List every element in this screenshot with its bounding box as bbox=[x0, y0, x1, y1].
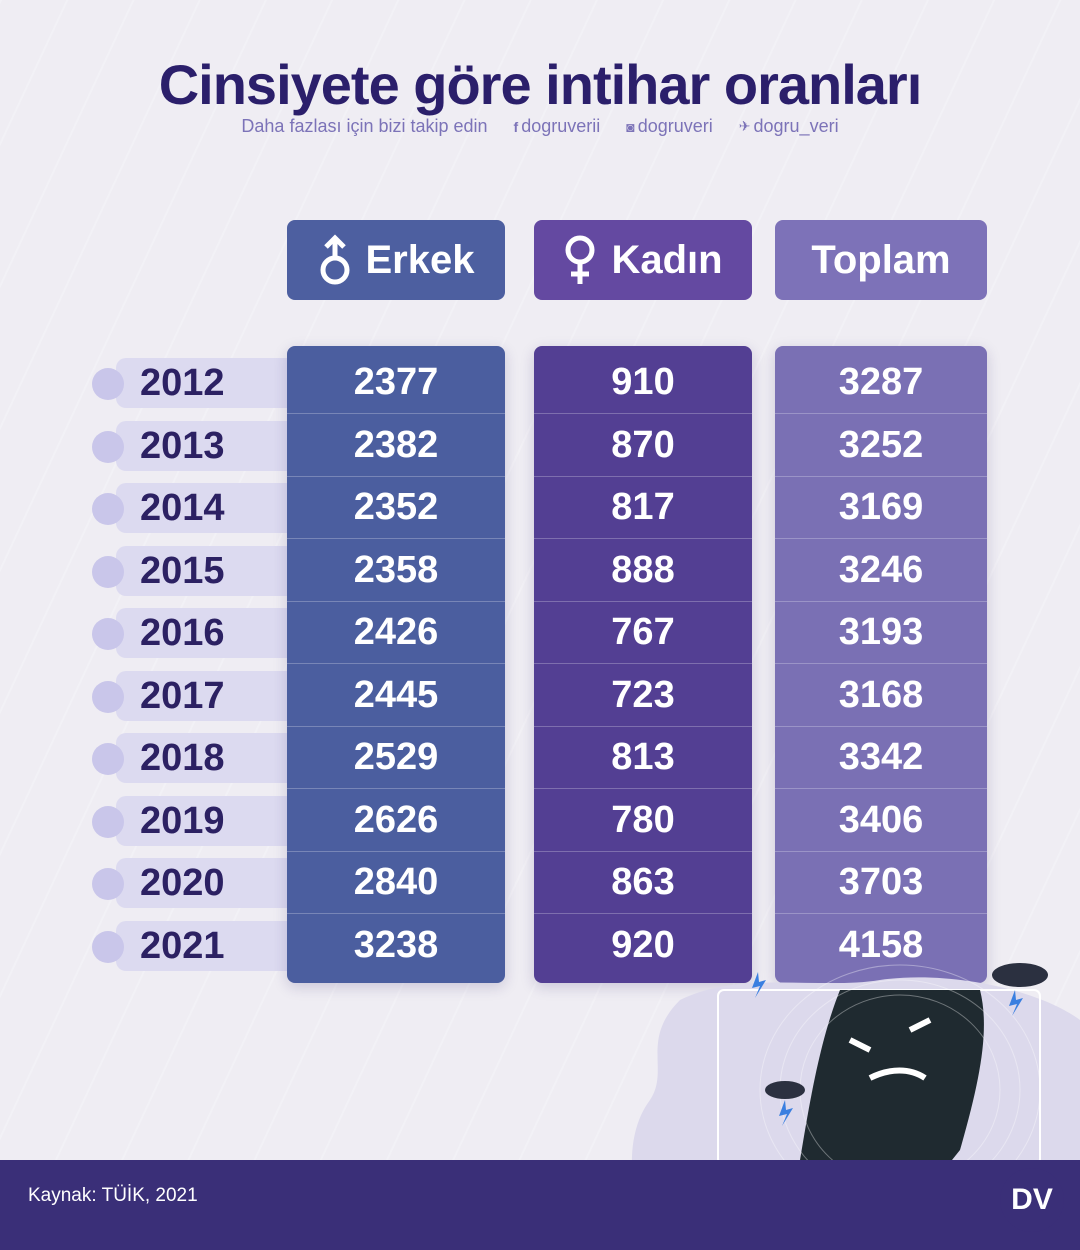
instagram-icon: ◙ bbox=[626, 118, 635, 135]
facebook-handle: dogruverii bbox=[521, 116, 601, 136]
year-label: 2012 bbox=[140, 362, 225, 404]
female-value-cell: 780 bbox=[534, 790, 752, 852]
bullet-dot bbox=[92, 930, 124, 963]
total-value-cell: 3168 bbox=[775, 665, 987, 727]
male-value-cell: 2840 bbox=[287, 852, 505, 914]
male-value-cell: 3238 bbox=[353, 924, 439, 966]
male-value-cell: 2529 bbox=[287, 727, 505, 789]
facebook-icon: f bbox=[513, 118, 519, 135]
bullet-dot bbox=[92, 368, 124, 400]
follow-text: Daha fazlası için bizi takip edin bbox=[241, 116, 488, 136]
total-value-cell: 3342 bbox=[775, 727, 987, 789]
year-label: 2020 bbox=[140, 862, 225, 904]
male-value-cell: 2358 bbox=[287, 540, 505, 602]
year-label: 2019 bbox=[140, 799, 225, 842]
male-value-cell: 2382 bbox=[287, 415, 505, 477]
male-column: 2377 2382 2352 2358 2426 2445 2529 2626 2840 3238 bbox=[287, 346, 505, 983]
total-value-cell: 3287 bbox=[775, 352, 987, 414]
header-male-label: Erkek bbox=[365, 237, 475, 282]
female-value-cell: 813 bbox=[534, 727, 752, 789]
female-value-cell: 723 bbox=[534, 665, 752, 727]
year-label: 2021 bbox=[140, 924, 225, 967]
female-value-cell: 920 bbox=[611, 924, 675, 966]
year-label: 2013 bbox=[140, 424, 225, 467]
total-column: 3287 3252 3169 3246 3193 3168 3342 3406 3703 4158 bbox=[775, 346, 987, 983]
facebook-link[interactable]: f dogruverii bbox=[514, 116, 601, 137]
total-value-cell: 3246 bbox=[775, 540, 987, 602]
year-row: 2015 bbox=[92, 545, 392, 596]
bullet-dot bbox=[92, 555, 124, 588]
total-value-cell: 3193 bbox=[775, 602, 987, 664]
year-label: 2017 bbox=[140, 674, 225, 717]
total-value-cell: 3252 bbox=[775, 415, 987, 477]
bullet-dot bbox=[92, 430, 124, 463]
follow-bar: Daha fazlası için bizi takip edin f dogr… bbox=[0, 116, 1080, 137]
total-value-cell: 3406 bbox=[775, 790, 987, 852]
header-total-label: Toplam bbox=[811, 237, 951, 282]
year-label: 2014 bbox=[140, 487, 225, 529]
year-label: 2018 bbox=[140, 737, 225, 779]
twitter-icon: ✈ bbox=[738, 118, 751, 134]
female-value-cell: 888 bbox=[534, 540, 752, 602]
female-column: 910 870 817 888 767 723 813 780 863 920 bbox=[534, 346, 752, 983]
male-value-cell: 2626 bbox=[287, 790, 505, 852]
bullet-dot bbox=[92, 868, 124, 900]
male-value-cell: 2426 bbox=[287, 602, 505, 664]
bullet-dot bbox=[92, 493, 124, 525]
female-value-cell: 767 bbox=[534, 602, 752, 664]
total-value-cell: 4158 bbox=[838, 924, 924, 966]
brand-logo: DV bbox=[1000, 1168, 1064, 1232]
bullet-dot bbox=[92, 805, 124, 838]
bullet-dot bbox=[92, 680, 124, 713]
header-female-label: Kadın bbox=[611, 237, 723, 282]
male-icon bbox=[320, 234, 349, 285]
bullet-dot bbox=[92, 618, 124, 650]
female-icon bbox=[565, 235, 595, 284]
bullet-dot bbox=[92, 743, 124, 775]
female-value-cell: 817 bbox=[534, 477, 752, 539]
female-value-cell: 863 bbox=[534, 852, 752, 914]
instagram-link[interactable]: ◙ dogruveri bbox=[626, 116, 713, 137]
female-value-cell: 910 bbox=[534, 352, 752, 414]
total-value-cell: 3703 bbox=[775, 852, 987, 914]
header-total: Toplam bbox=[775, 220, 987, 300]
header-female: Kadın bbox=[534, 220, 752, 300]
year-label: 2016 bbox=[140, 612, 225, 654]
year-label: 2015 bbox=[140, 549, 225, 592]
page-title: Cinsiyete göre intihar oranları bbox=[158, 53, 923, 116]
total-value-cell: 3169 bbox=[775, 477, 987, 539]
female-value-cell: 870 bbox=[534, 415, 752, 477]
header-male: Erkek bbox=[287, 220, 505, 300]
male-value-cell: 2352 bbox=[287, 477, 505, 539]
twitter-handle: dogru_veri bbox=[753, 116, 839, 136]
source-text: Kaynak: TÜİK, 2021 bbox=[28, 1185, 198, 1206]
male-value-cell: 2445 bbox=[287, 665, 505, 727]
instagram-handle: dogruveri bbox=[637, 116, 713, 136]
twitter-link[interactable]: ✈ dogru_veri bbox=[739, 116, 839, 137]
footer-bar bbox=[0, 1160, 1080, 1250]
male-value-cell: 2377 bbox=[287, 352, 505, 414]
